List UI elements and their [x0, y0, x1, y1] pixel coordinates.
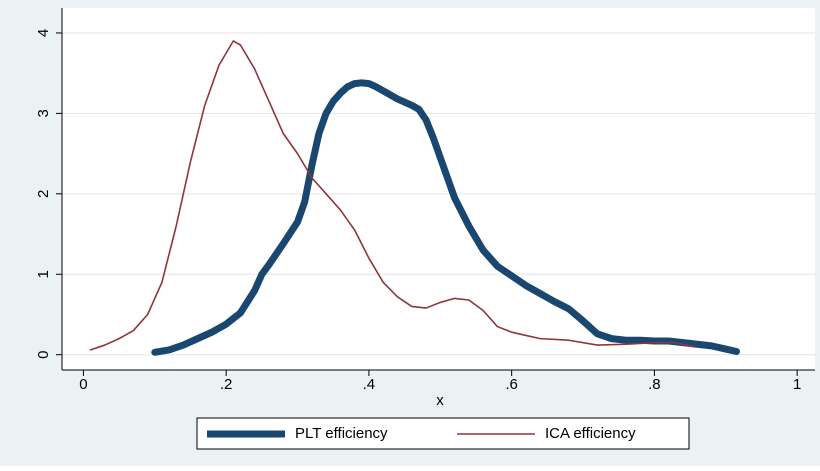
- x-tick-label: .6: [505, 376, 518, 393]
- x-tick-label: 1: [793, 376, 801, 393]
- x-axis-title: x: [436, 392, 444, 409]
- plot-area: [62, 8, 815, 370]
- y-tick-label: 2: [35, 190, 52, 198]
- x-tick-label: .2: [220, 376, 233, 393]
- x-tick-label: 0: [79, 376, 87, 393]
- series-line: [89, 40, 695, 351]
- y-tick-label: 3: [35, 109, 52, 117]
- y-tick-label: 0: [35, 351, 52, 359]
- legend-label: PLT efficiency: [295, 425, 388, 442]
- legend-label: ICA efficiency: [545, 425, 636, 442]
- y-tick-label: 4: [35, 29, 52, 37]
- x-tick-label: .4: [363, 376, 376, 393]
- y-tick-label: 1: [35, 270, 52, 278]
- x-tick-label: .8: [648, 376, 661, 393]
- series-line: [151, 79, 740, 356]
